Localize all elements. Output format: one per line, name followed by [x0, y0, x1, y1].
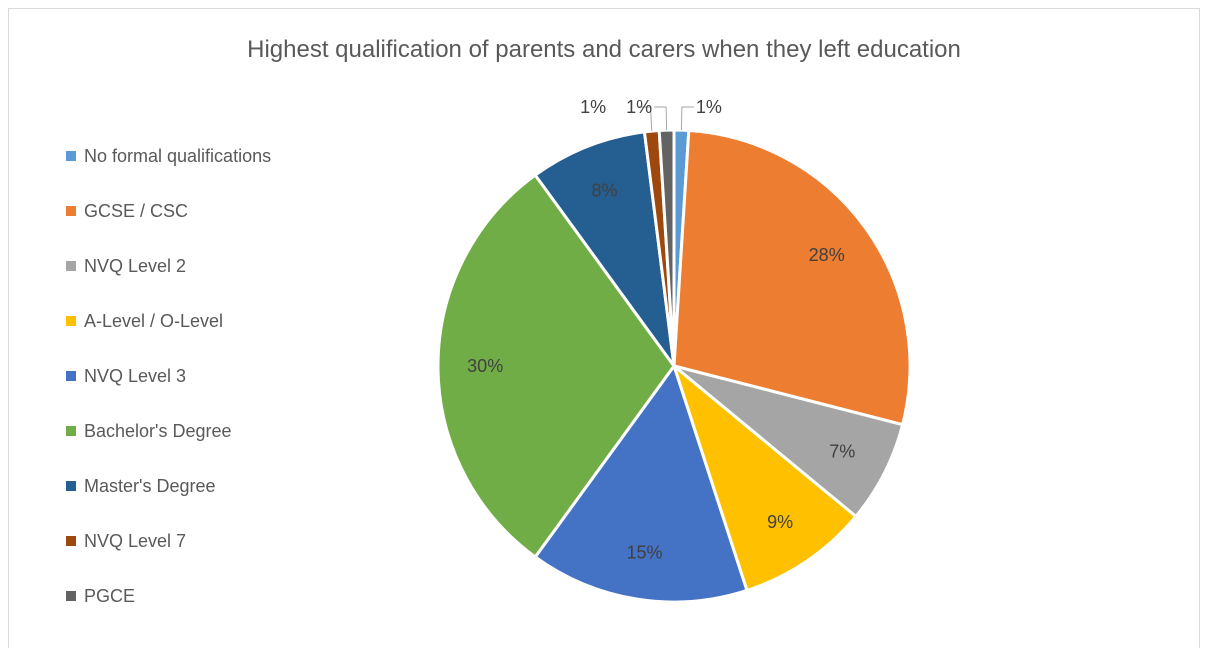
legend-label: Bachelor's Degree	[84, 421, 232, 441]
pie-slice	[672, 128, 912, 427]
slice-label: 9%	[767, 512, 793, 532]
slice-label: 1%	[696, 97, 722, 117]
legend-label: GCSE / CSC	[84, 201, 189, 221]
leader-line	[654, 106, 668, 131]
legend-swatch	[66, 206, 76, 216]
legend-swatch	[66, 481, 76, 491]
legend-label: Master's Degree	[84, 476, 216, 496]
legend-label: NVQ Level 3	[84, 366, 187, 386]
legend-label: NVQ Level 7	[84, 531, 187, 551]
slice-label: 1%	[626, 97, 652, 117]
pie-slice	[533, 364, 749, 604]
slice-label: 7%	[829, 442, 855, 462]
legend-swatch	[66, 151, 76, 161]
legend-item: NVQ Level 7	[64, 525, 271, 580]
legend-item: PGCE	[64, 580, 271, 635]
pie-slice	[672, 364, 905, 518]
legend: No formal qualifications GCSE / CSC NVQ Le…	[64, 140, 271, 635]
legend-item: Master's Degree	[64, 470, 271, 525]
pie-slice	[533, 130, 676, 368]
legend-label: NVQ Level 2	[84, 256, 187, 276]
leader-line	[680, 106, 694, 131]
legend-item: NVQ Level 3	[64, 360, 271, 415]
slice-label: 30%	[467, 356, 503, 376]
slice-label: 15%	[626, 543, 662, 563]
pie-slice	[436, 173, 676, 559]
legend-swatch	[66, 426, 76, 436]
slice-label: 8%	[591, 181, 617, 201]
leader-line	[638, 106, 653, 132]
legend-swatch	[66, 261, 76, 271]
legend-label: A-Level / O-Level	[84, 311, 224, 331]
legend-item: A-Level / O-Level	[64, 305, 271, 360]
legend-item: NVQ Level 2	[64, 250, 271, 305]
legend-swatch	[66, 316, 76, 326]
legend-swatch	[66, 536, 76, 546]
legend-label: PGCE	[84, 586, 136, 606]
legend-swatch	[66, 371, 76, 381]
legend-item: GCSE / CSC	[64, 195, 271, 250]
legend-label: No formal qualifications	[84, 146, 272, 166]
legend-item: No formal qualifications	[64, 140, 271, 195]
pie-slice	[672, 364, 858, 592]
legend-item: Bachelor's Degree	[64, 415, 271, 470]
pie-slice	[657, 128, 676, 368]
chart-title: Highest qualification of parents and car…	[247, 36, 961, 63]
slice-label: 1%	[580, 97, 606, 117]
legend-swatch	[66, 591, 76, 601]
slice-label: 28%	[809, 245, 845, 265]
